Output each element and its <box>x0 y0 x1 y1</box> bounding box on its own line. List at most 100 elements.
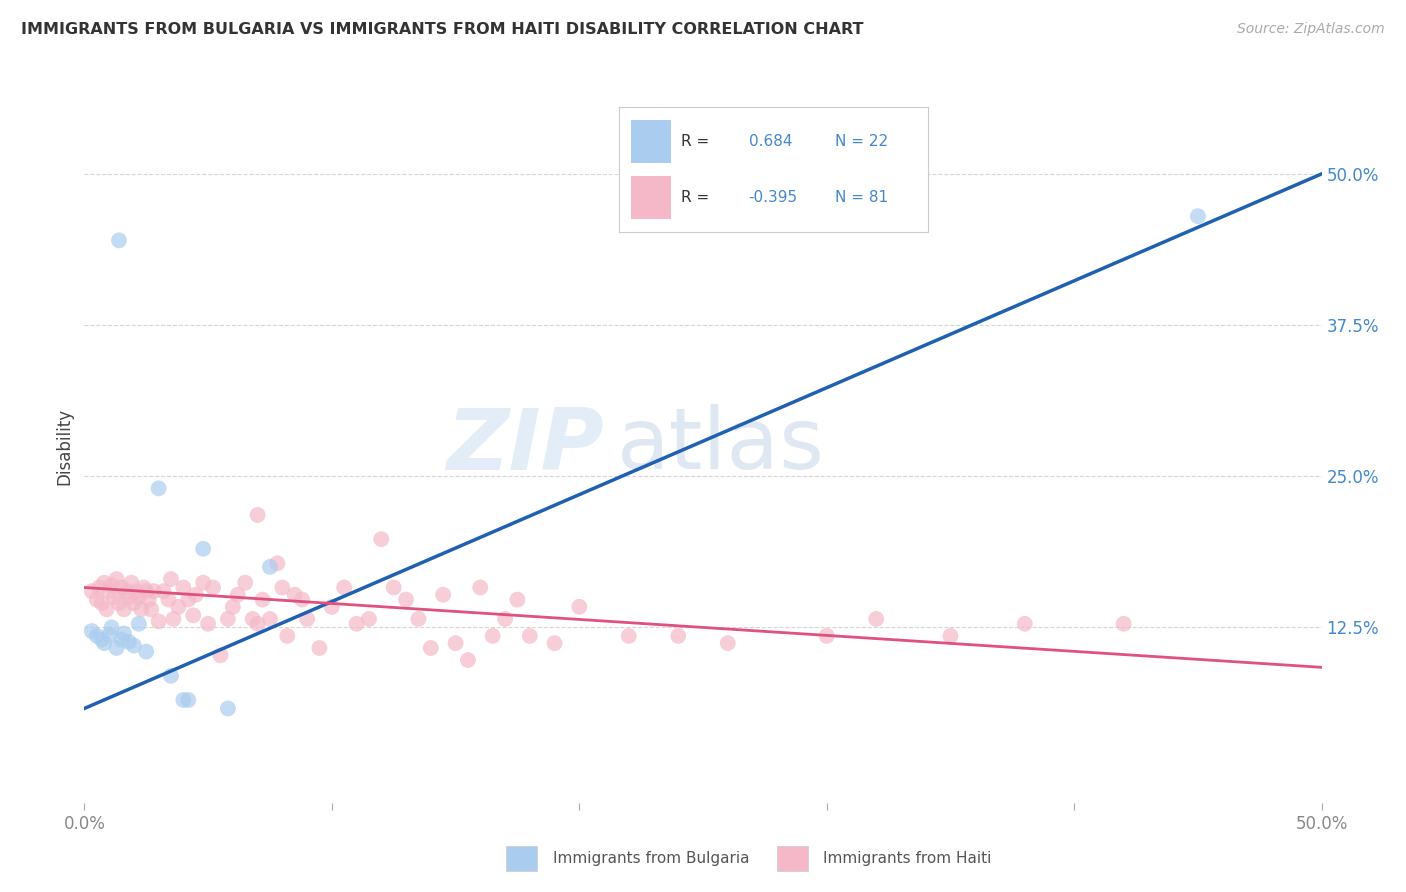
Point <box>717 636 740 650</box>
Point <box>118 590 141 604</box>
Point <box>246 616 269 631</box>
Point <box>177 592 200 607</box>
Point <box>457 653 479 667</box>
Point <box>295 612 318 626</box>
Point <box>118 635 141 649</box>
Point <box>138 592 160 607</box>
FancyBboxPatch shape <box>631 120 671 163</box>
Point <box>122 596 145 610</box>
Point <box>197 616 219 631</box>
Point <box>135 645 157 659</box>
Point <box>110 581 132 595</box>
Point <box>217 701 239 715</box>
Point <box>252 592 274 607</box>
Point <box>141 602 163 616</box>
Point <box>519 629 541 643</box>
Point <box>115 584 138 599</box>
Point <box>128 590 150 604</box>
Point <box>89 581 111 595</box>
Point <box>80 584 103 599</box>
Point <box>105 572 128 586</box>
Point <box>172 693 194 707</box>
Point <box>98 584 121 599</box>
Text: N = 22: N = 22 <box>835 134 889 149</box>
Point <box>172 581 194 595</box>
Point <box>90 632 112 647</box>
Point <box>506 592 529 607</box>
Point <box>202 581 225 595</box>
Point <box>98 628 121 642</box>
Point <box>470 581 492 595</box>
Point <box>148 615 170 629</box>
Point <box>395 592 418 607</box>
Point <box>276 629 298 643</box>
FancyBboxPatch shape <box>631 176 671 219</box>
Point <box>1112 616 1135 631</box>
Point <box>481 629 503 643</box>
Point <box>233 575 256 590</box>
Point <box>90 596 112 610</box>
Point <box>125 584 148 599</box>
Point <box>108 596 131 610</box>
Text: Immigrants from Bulgaria: Immigrants from Bulgaria <box>553 851 749 866</box>
Y-axis label: Disability: Disability <box>55 408 73 484</box>
Point <box>1187 209 1209 223</box>
Point <box>162 612 184 626</box>
Point <box>93 636 115 650</box>
Point <box>110 632 132 647</box>
Point <box>617 629 640 643</box>
Point <box>291 592 314 607</box>
Text: IMMIGRANTS FROM BULGARIA VS IMMIGRANTS FROM HAITI DISABILITY CORRELATION CHART: IMMIGRANTS FROM BULGARIA VS IMMIGRANTS F… <box>21 22 863 37</box>
Text: Immigrants from Haiti: Immigrants from Haiti <box>824 851 991 866</box>
Point <box>242 612 264 626</box>
Point <box>568 599 591 614</box>
Point <box>444 636 467 650</box>
Point <box>157 592 180 607</box>
Point <box>346 616 368 631</box>
Point <box>209 648 232 663</box>
FancyBboxPatch shape <box>506 847 537 871</box>
Point <box>96 602 118 616</box>
Point <box>865 612 887 626</box>
Point <box>259 612 281 626</box>
Point <box>160 572 183 586</box>
Point <box>167 599 190 614</box>
Point <box>135 584 157 599</box>
Point <box>939 629 962 643</box>
Point <box>181 608 204 623</box>
Text: R =: R = <box>681 134 714 149</box>
Point <box>112 602 135 616</box>
Point <box>370 532 392 546</box>
Point <box>122 639 145 653</box>
Point <box>112 626 135 640</box>
Point <box>120 575 142 590</box>
FancyBboxPatch shape <box>778 847 808 871</box>
Point <box>160 669 183 683</box>
Point <box>128 616 150 631</box>
Text: 0.684: 0.684 <box>748 134 792 149</box>
Point <box>105 640 128 655</box>
Point <box>259 560 281 574</box>
Point <box>148 481 170 495</box>
Point <box>1014 616 1036 631</box>
Point <box>271 581 294 595</box>
Point <box>308 640 330 655</box>
Text: -0.395: -0.395 <box>748 190 797 205</box>
Point <box>100 578 122 592</box>
Point <box>142 584 165 599</box>
Text: atlas: atlas <box>616 404 824 488</box>
Point <box>191 541 214 556</box>
Point <box>86 592 108 607</box>
Point <box>419 640 441 655</box>
Point <box>100 620 122 634</box>
Point <box>494 612 516 626</box>
Point <box>321 599 343 614</box>
Point <box>246 508 269 522</box>
Point <box>432 588 454 602</box>
Point <box>284 588 307 602</box>
Point <box>132 581 155 595</box>
Point <box>357 612 380 626</box>
Text: N = 81: N = 81 <box>835 190 889 205</box>
Point <box>226 588 249 602</box>
Point <box>129 602 152 616</box>
